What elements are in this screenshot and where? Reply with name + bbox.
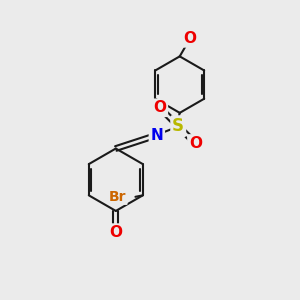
Text: O: O [109,225,122,240]
Text: O: O [184,31,196,46]
Text: S: S [172,117,184,135]
Text: N: N [151,128,163,142]
Text: O: O [189,136,202,151]
Text: O: O [153,100,166,115]
Text: Br: Br [109,190,127,204]
